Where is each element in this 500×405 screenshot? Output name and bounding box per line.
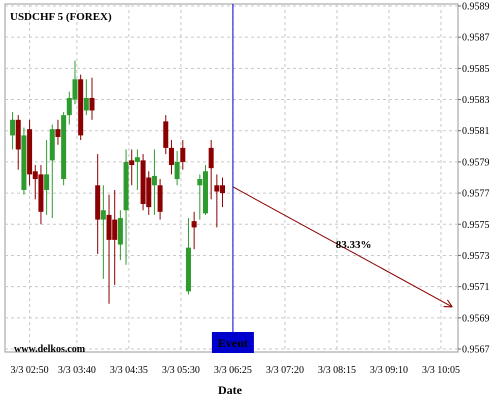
candle-body xyxy=(15,119,21,150)
y-tick-label: 0.9579 xyxy=(462,157,490,168)
watermark: www.delkos.com xyxy=(14,344,86,355)
candle-body xyxy=(95,185,101,220)
x-tick-label: 3/3 10:05 xyxy=(422,365,460,376)
y-tick-label: 0.9585 xyxy=(462,64,490,75)
candle-body xyxy=(174,161,180,180)
x-tick-label: 3/3 08:15 xyxy=(318,365,356,376)
x-tick-label: 3/3 03:40 xyxy=(58,365,96,376)
candle-body xyxy=(151,175,157,186)
candle-body xyxy=(112,219,118,240)
candle-body xyxy=(157,185,163,212)
x-tick-label: 3/3 04:35 xyxy=(110,365,148,376)
plot-frame xyxy=(4,3,459,353)
candle-body xyxy=(27,129,33,175)
candle-body xyxy=(66,97,72,116)
candle-body xyxy=(61,115,67,180)
event-box xyxy=(211,332,254,353)
candle-body xyxy=(180,147,186,162)
projection-label: 83.33% xyxy=(336,239,372,251)
chart-title: USDCHF 5 (FOREX) xyxy=(10,11,112,23)
y-tick-label: 0.9567 xyxy=(462,345,490,356)
candle-body xyxy=(185,247,191,292)
candle-body xyxy=(78,79,84,136)
candle-body xyxy=(44,174,50,190)
candle-body xyxy=(214,185,220,192)
projection-arrow xyxy=(232,186,452,307)
candle-body xyxy=(202,171,208,214)
candle-body xyxy=(55,129,61,137)
candle-body xyxy=(32,171,38,180)
y-tick-label: 0.9569 xyxy=(462,313,490,324)
x-tick-label: 3/3 02:50 xyxy=(11,365,49,376)
candle-body xyxy=(21,135,27,190)
x-tick-label: 3/3 06:25 xyxy=(214,365,252,376)
candle-body xyxy=(38,174,44,212)
candle-body xyxy=(10,119,16,136)
candle-body xyxy=(208,147,214,169)
y-tick-label: 0.9587 xyxy=(462,33,490,44)
candle-body xyxy=(106,214,112,240)
candle-body xyxy=(146,177,152,208)
event-label: Event xyxy=(218,336,248,350)
candle-body xyxy=(100,210,106,220)
candle-body xyxy=(89,97,95,111)
candle-body xyxy=(117,218,123,245)
candle-body xyxy=(49,129,55,161)
candle-body xyxy=(191,221,197,228)
x-tick-label: 3/3 09:10 xyxy=(370,365,408,376)
candle-body xyxy=(134,157,140,162)
candle-body xyxy=(123,161,129,211)
y-tick-label: 0.9573 xyxy=(462,251,490,262)
candle-body xyxy=(168,147,174,166)
y-tick-label: 0.9571 xyxy=(462,282,490,293)
candle-body xyxy=(220,185,226,194)
candle-body xyxy=(197,179,203,186)
y-tick-label: 0.9575 xyxy=(462,220,490,231)
x-axis-label: Date xyxy=(218,383,243,397)
y-tick-label: 0.9583 xyxy=(462,95,490,106)
candle-body xyxy=(72,79,78,100)
candle-body xyxy=(129,160,135,166)
candle-body xyxy=(83,97,89,111)
x-tick-label: 3/3 07:20 xyxy=(266,365,304,376)
y-tick-label: 0.9589 xyxy=(462,2,490,13)
x-tick-label: 3/3 05:30 xyxy=(162,365,200,376)
candle-body xyxy=(163,121,169,148)
y-tick-label: 0.9581 xyxy=(462,126,490,137)
candle-body xyxy=(140,160,146,205)
y-tick-label: 0.9577 xyxy=(462,189,490,200)
